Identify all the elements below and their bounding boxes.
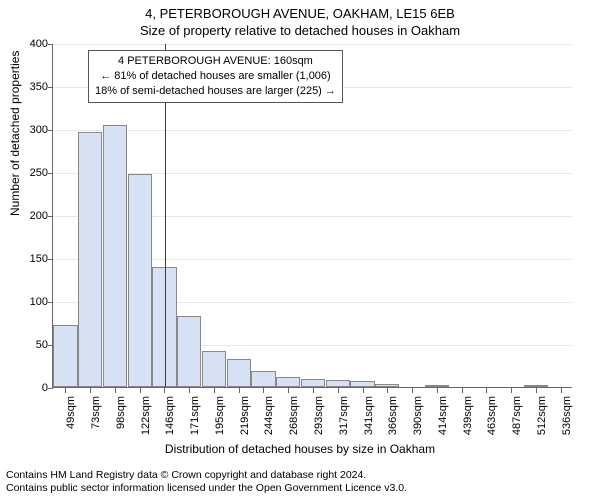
xtick-mark bbox=[486, 388, 487, 393]
xtick-mark bbox=[338, 388, 339, 393]
chart-title: 4, PETERBOROUGH AVENUE, OAKHAM, LE15 6EB bbox=[0, 0, 600, 21]
histogram-bar bbox=[276, 377, 300, 387]
annotation-box: 4 PETERBOROUGH AVENUE: 160sqm ← 81% of d… bbox=[88, 50, 343, 103]
xtick-label: 49sqm bbox=[65, 396, 77, 446]
xtick-label: 512sqm bbox=[536, 396, 548, 446]
gridline bbox=[53, 130, 573, 131]
xtick-label: 317sqm bbox=[338, 396, 350, 446]
ytick-mark bbox=[48, 216, 53, 217]
xtick-mark bbox=[288, 388, 289, 393]
ytick-mark bbox=[48, 388, 53, 389]
histogram-bar bbox=[375, 384, 399, 387]
histogram-bar bbox=[53, 325, 77, 387]
xtick-mark bbox=[462, 388, 463, 393]
xtick-mark bbox=[437, 388, 438, 393]
xtick-mark bbox=[387, 388, 388, 393]
ytick-mark bbox=[48, 302, 53, 303]
ytick-label: 200 bbox=[8, 210, 48, 222]
ytick-label: 250 bbox=[8, 167, 48, 179]
ytick-mark bbox=[48, 130, 53, 131]
xtick-mark bbox=[140, 388, 141, 393]
xtick-label: 122sqm bbox=[140, 396, 152, 446]
xtick-label: 366sqm bbox=[387, 396, 399, 446]
xtick-mark bbox=[536, 388, 537, 393]
xtick-mark bbox=[561, 388, 562, 393]
ytick-label: 300 bbox=[8, 124, 48, 136]
xtick-mark bbox=[239, 388, 240, 393]
ytick-label: 50 bbox=[8, 339, 48, 351]
histogram-bar bbox=[251, 371, 275, 387]
histogram-bar bbox=[202, 351, 226, 387]
xtick-label: 146sqm bbox=[164, 396, 176, 446]
footer-line: Contains public sector information licen… bbox=[6, 482, 407, 496]
xtick-label: 219sqm bbox=[239, 396, 251, 446]
xtick-mark bbox=[363, 388, 364, 393]
xtick-label: 73sqm bbox=[90, 396, 102, 446]
annotation-line: ← 81% of detached houses are smaller (1,… bbox=[95, 69, 336, 84]
chart-area: 05010015020025030035040049sqm73sqm98sqm1… bbox=[52, 44, 572, 388]
ytick-label: 100 bbox=[8, 296, 48, 308]
xtick-label: 341sqm bbox=[363, 396, 375, 446]
ytick-mark bbox=[48, 259, 53, 260]
xtick-label: 414sqm bbox=[437, 396, 449, 446]
ytick-label: 150 bbox=[8, 253, 48, 265]
xtick-mark bbox=[412, 388, 413, 393]
xtick-label: 536sqm bbox=[561, 396, 573, 446]
xtick-label: 195sqm bbox=[214, 396, 226, 446]
xtick-label: 244sqm bbox=[263, 396, 275, 446]
histogram-bar bbox=[524, 385, 548, 387]
ytick-label: 400 bbox=[8, 38, 48, 50]
xtick-mark bbox=[189, 388, 190, 393]
histogram-bar bbox=[350, 381, 374, 387]
ytick-mark bbox=[48, 87, 53, 88]
chart-subtitle: Size of property relative to detached ho… bbox=[0, 21, 600, 38]
histogram-bar bbox=[301, 379, 325, 387]
histogram-bar bbox=[128, 174, 152, 387]
annotation-line: 18% of semi-detached houses are larger (… bbox=[95, 84, 336, 99]
xtick-mark bbox=[65, 388, 66, 393]
annotation-line: 4 PETERBOROUGH AVENUE: 160sqm bbox=[95, 54, 336, 69]
ytick-mark bbox=[48, 173, 53, 174]
xtick-label: 171sqm bbox=[189, 396, 201, 446]
footer-line: Contains HM Land Registry data © Crown c… bbox=[6, 469, 407, 483]
histogram-bar bbox=[177, 316, 201, 387]
histogram-bar bbox=[425, 385, 449, 387]
footer: Contains HM Land Registry data © Crown c… bbox=[6, 469, 407, 496]
xtick-label: 463sqm bbox=[486, 396, 498, 446]
xtick-mark bbox=[313, 388, 314, 393]
histogram-bar bbox=[227, 359, 251, 387]
xtick-label: 439sqm bbox=[462, 396, 474, 446]
ytick-mark bbox=[48, 44, 53, 45]
xtick-mark bbox=[214, 388, 215, 393]
histogram-bar bbox=[78, 132, 102, 387]
histogram-bar bbox=[103, 125, 127, 387]
xtick-mark bbox=[90, 388, 91, 393]
xtick-label: 487sqm bbox=[511, 396, 523, 446]
ytick-label: 350 bbox=[8, 81, 48, 93]
histogram-bar bbox=[326, 380, 350, 387]
xtick-mark bbox=[115, 388, 116, 393]
xtick-label: 293sqm bbox=[313, 396, 325, 446]
gridline bbox=[53, 44, 573, 45]
xtick-label: 268sqm bbox=[288, 396, 300, 446]
xtick-mark bbox=[164, 388, 165, 393]
xtick-label: 98sqm bbox=[115, 396, 127, 446]
x-axis-label: Distribution of detached houses by size … bbox=[0, 442, 600, 456]
ytick-label: 0 bbox=[8, 382, 48, 394]
xtick-mark bbox=[263, 388, 264, 393]
xtick-label: 390sqm bbox=[412, 396, 424, 446]
xtick-mark bbox=[511, 388, 512, 393]
